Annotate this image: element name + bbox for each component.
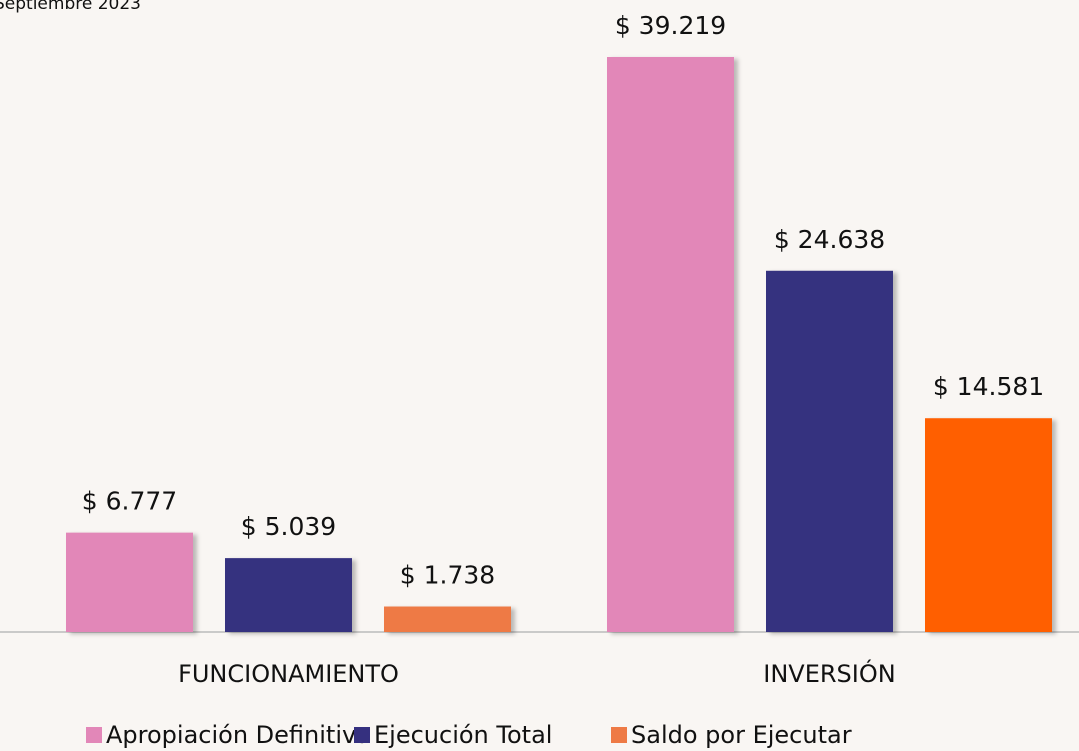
category-label: INVERSIÓN: [763, 658, 895, 688]
legend-label: Saldo por Ejecutar: [631, 721, 852, 749]
value-label: $ 39.219: [615, 11, 726, 40]
bar: [384, 606, 511, 632]
bar: [607, 57, 734, 632]
legend-swatch: [354, 727, 370, 743]
value-label: $ 1.738: [400, 561, 495, 590]
value-label: $ 14.581: [933, 372, 1044, 401]
legend-swatch: [611, 727, 627, 743]
chart-subtitle: Septiembre 2023: [0, 0, 141, 14]
legend-label: Apropiación Definitiva: [106, 721, 371, 749]
value-label: $ 5.039: [241, 512, 336, 541]
legend-swatch: [86, 727, 102, 743]
category-label: FUNCIONAMIENTO: [178, 660, 399, 688]
value-label: $ 24.638: [774, 225, 885, 254]
bar: [225, 558, 352, 632]
value-label: $ 6.777: [82, 487, 177, 516]
bar: [925, 418, 1052, 632]
bar: [66, 532, 193, 632]
legend-label: Ejecución Total: [374, 721, 552, 749]
bar: [766, 270, 893, 632]
